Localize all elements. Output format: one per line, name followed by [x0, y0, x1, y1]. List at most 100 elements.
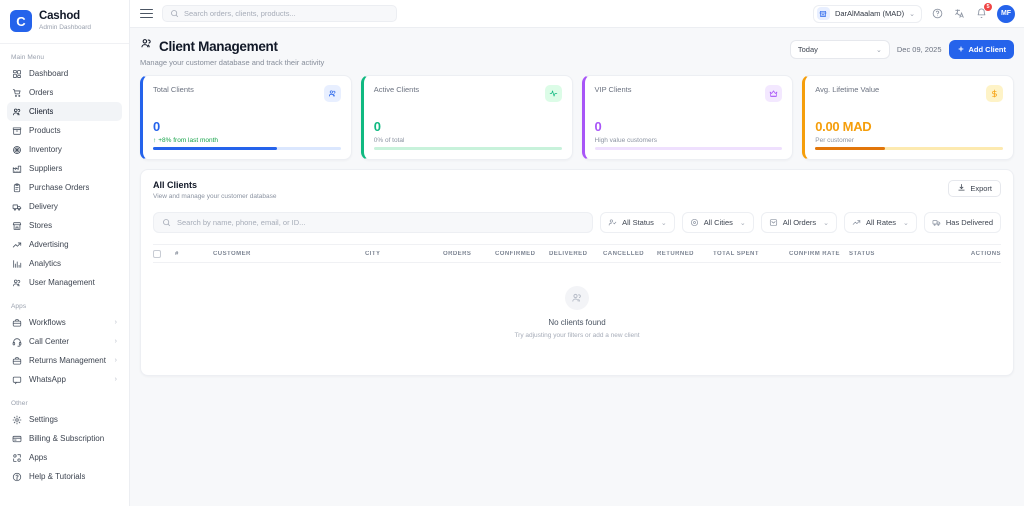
- cart-icon: [12, 88, 22, 98]
- stat-cards: Total Clients 0 ↑ +8% from last month Active…: [139, 75, 1015, 160]
- add-client-label: Add Client: [968, 45, 1007, 54]
- client-search-input[interactable]: Search by name, phone, email, or ID...: [153, 212, 594, 233]
- empty-state-title: No clients found: [548, 317, 606, 327]
- sidebar-item-suppliers[interactable]: Suppliers: [7, 159, 122, 178]
- sidebar-item-purchase-orders[interactable]: Purchase Orders: [7, 178, 122, 197]
- table-column-header[interactable]: CANCELLED: [603, 250, 645, 257]
- stat-value: 0: [594, 119, 602, 134]
- filter-all-status[interactable]: All Status ⌄: [600, 212, 675, 233]
- headset-icon: [12, 337, 22, 347]
- sidebar-group-label: Main Menu: [11, 54, 45, 61]
- empty-state-subtitle: Try adjusting your filters or add a new …: [514, 331, 640, 339]
- brand[interactable]: C Cashod Admin Dashboard: [0, 0, 129, 44]
- table-column-header[interactable]: CONFIRMED: [495, 250, 536, 257]
- client-search-placeholder: Search by name, phone, email, or ID...: [177, 218, 306, 227]
- sidebar-item-clients[interactable]: Clients: [7, 102, 122, 121]
- users-cog-icon: [12, 278, 22, 288]
- table-column-header[interactable]: CONFIRM RATE: [789, 250, 840, 257]
- stat-card: Total Clients 0 ↑ +8% from last month: [140, 75, 352, 160]
- sidebar-item-label: Delivery: [29, 202, 58, 211]
- sidebar-item-label: Workflows: [29, 318, 66, 327]
- period-filter-select[interactable]: Today ⌄: [789, 40, 890, 59]
- chevron-right-icon: ›: [114, 338, 117, 345]
- apps-icon: [12, 453, 22, 463]
- users-icon: [12, 107, 22, 117]
- sidebar-item-workflows[interactable]: Workflows ›: [7, 313, 122, 332]
- avatar[interactable]: MF: [997, 4, 1015, 23]
- panel-title: All Clients: [153, 180, 198, 190]
- chevron-right-icon: ›: [114, 357, 117, 364]
- filter-all-rates[interactable]: All Rates ⌄: [844, 212, 917, 233]
- export-button[interactable]: Export: [948, 180, 1001, 197]
- stat-progress-bar: [153, 147, 341, 150]
- stat-note: ↑ +8% from last month: [153, 137, 341, 144]
- table-column-header[interactable]: TOTAL SPENT: [713, 250, 759, 257]
- table-column-header[interactable]: #: [175, 250, 179, 257]
- filter-label: All Status: [622, 218, 654, 227]
- sidebar-item-call-center[interactable]: Call Center ›: [7, 332, 122, 351]
- chevron-down-icon: ⌄: [876, 46, 882, 54]
- sidebar-item-advertising[interactable]: Advertising: [7, 235, 122, 254]
- translate-icon[interactable]: [953, 7, 966, 20]
- page-title-row: Client Management: [140, 37, 324, 55]
- sidebar-item-stores[interactable]: Stores: [7, 216, 122, 235]
- add-client-button[interactable]: Add Client: [948, 40, 1014, 59]
- stat-value: 0.00 MAD: [815, 119, 872, 134]
- search-icon: [162, 214, 171, 232]
- notification-badge: 5: [984, 3, 992, 11]
- sidebar-item-analytics[interactable]: Analytics: [7, 254, 122, 273]
- briefcase-icon: [12, 318, 22, 328]
- brand-name: Cashod: [39, 10, 80, 23]
- sidebar-item-returns-management[interactable]: Returns Management ›: [7, 351, 122, 370]
- sidebar-item-label: Suppliers: [29, 164, 63, 173]
- stat-card-top: Total Clients: [153, 85, 341, 102]
- table-column-header[interactable]: RETURNED: [657, 250, 694, 257]
- sidebar-item-label: Settings: [29, 415, 58, 424]
- filter-all-cities[interactable]: All Cities ⌄: [681, 212, 754, 233]
- sidebar-item-inventory[interactable]: Inventory: [7, 140, 122, 159]
- sidebar-item-billing-subscription[interactable]: Billing & Subscription: [7, 429, 122, 448]
- filter-all-orders[interactable]: All Orders ⌄: [760, 212, 837, 233]
- sidebar-item-products[interactable]: Products: [7, 121, 122, 140]
- sidebar-item-whatsapp[interactable]: WhatsApp ›: [7, 370, 122, 389]
- sidebar-item-dashboard[interactable]: Dashboard: [7, 64, 122, 83]
- panel-header: All Clients View and manage your custome…: [141, 170, 1013, 200]
- table-column-header[interactable]: ACTIONS: [970, 250, 1001, 257]
- select-all-checkbox[interactable]: [153, 249, 175, 258]
- sidebar-item-delivery[interactable]: Delivery: [7, 197, 122, 216]
- question-circle-icon[interactable]: [931, 7, 944, 20]
- hamburger-icon[interactable]: [140, 7, 153, 20]
- table-column-header[interactable]: ORDERS: [443, 250, 472, 257]
- sidebar-item-user-management[interactable]: User Management: [7, 273, 122, 292]
- sidebar-item-label: Purchase Orders: [29, 183, 90, 192]
- table-column-header[interactable]: STATUS: [849, 250, 875, 257]
- table-column-header[interactable]: CITY: [365, 250, 381, 257]
- sidebar-item-orders[interactable]: Orders: [7, 83, 122, 102]
- sidebar-item-settings[interactable]: Settings: [7, 410, 122, 429]
- page-title: Client Management: [159, 38, 278, 54]
- stat-progress-fill: [153, 147, 277, 150]
- checkbox-icon: [153, 249, 161, 258]
- sidebar-item-label: Analytics: [29, 259, 62, 268]
- filter-label: All Cities: [703, 218, 733, 227]
- main-area: Search orders, clients, products... DarA…: [130, 0, 1024, 506]
- crown-icon: [765, 85, 783, 102]
- sidebar-item-label: Billing & Subscription: [29, 434, 105, 443]
- org-switcher[interactable]: DarAlMaalam (MAD) ⌄: [812, 4, 922, 23]
- sidebar-group-label: Other: [11, 400, 28, 407]
- brand-text: Cashod Admin Dashboard: [39, 10, 91, 32]
- sidebar-item-label: User Management: [29, 278, 95, 287]
- global-search-input[interactable]: Search orders, clients, products...: [162, 5, 397, 22]
- brand-subtitle: Admin Dashboard: [39, 24, 92, 32]
- sidebar-item-label: Dashboard: [29, 69, 69, 78]
- period-filter-value: Today: [797, 45, 818, 54]
- stat-value: 0: [153, 119, 160, 134]
- table-column-header[interactable]: DELIVERED: [549, 250, 588, 257]
- sidebar-item-help-tutorials[interactable]: Help & Tutorials: [7, 467, 122, 486]
- sidebar-item-apps[interactable]: Apps: [7, 448, 122, 467]
- stat-note: 0% of total: [374, 137, 562, 144]
- filter-has-delivered[interactable]: Has Delivered: [923, 212, 1001, 233]
- page-content: Client Management Manage your customer d…: [130, 28, 1024, 506]
- table-column-header[interactable]: CUSTOMER: [213, 250, 251, 257]
- bell-icon[interactable]: 5: [975, 3, 992, 20]
